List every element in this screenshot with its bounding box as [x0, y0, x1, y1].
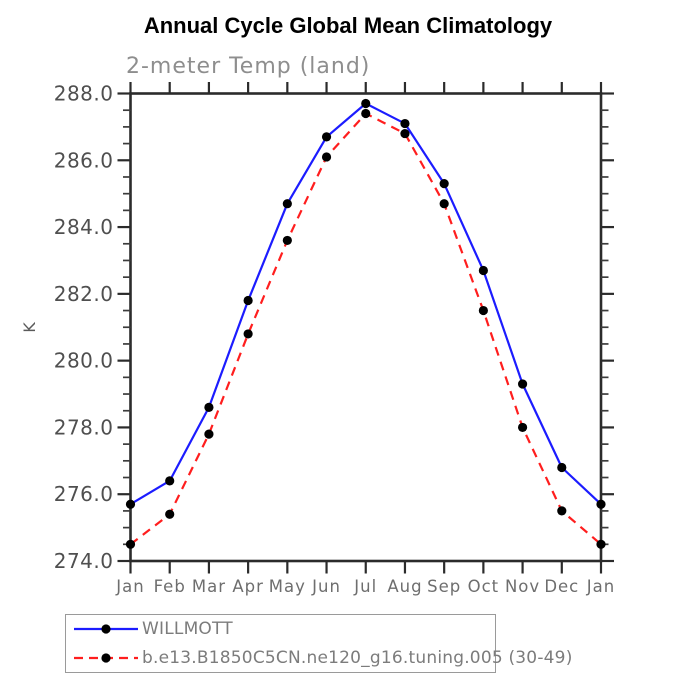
chart-subtitle: 2-meter Temp (land)	[126, 54, 371, 79]
legend-marker-dot	[101, 624, 111, 634]
data-point-marker-1	[243, 329, 253, 339]
data-point-marker-0	[439, 179, 449, 189]
legend-swatch-dashed-line	[74, 653, 138, 663]
data-point-marker-1	[204, 429, 214, 439]
legend-label-model: b.e13.B1850C5CN.ne120_g16.tuning.005 (30…	[142, 648, 573, 668]
data-point-marker-0	[165, 476, 175, 486]
plot-border	[129, 92, 603, 563]
x-tick-label: Feb	[154, 577, 186, 596]
data-point-marker-1	[596, 539, 606, 549]
data-point-marker-1	[125, 539, 136, 549]
data-point-marker-0	[361, 98, 371, 109]
y-tick-label: 276.0	[54, 482, 114, 506]
data-point-marker-0	[400, 118, 410, 129]
data-point-marker-1	[517, 422, 528, 433]
x-tick-label: Sep	[427, 577, 461, 596]
data-point-marker-0	[557, 462, 567, 473]
y-tick-label: 278.0	[54, 415, 114, 439]
data-point-marker-1	[165, 509, 175, 519]
x-tick-label: Apr	[232, 577, 264, 596]
x-tick-label: Jul	[353, 577, 377, 596]
data-point-marker-0	[243, 295, 253, 306]
legend-box: WILLMOTT b.e13.B1850C5CN.ne120_g16.tunin…	[65, 614, 572, 673]
legend-label-willmott: WILLMOTT	[142, 619, 233, 639]
y-tick-label: 274.0	[54, 549, 114, 573]
data-point-marker-0	[596, 499, 606, 509]
chart-title: Annual Cycle Global Mean Climatology	[143, 13, 553, 38]
data-point-marker-1	[478, 305, 488, 316]
x-tick-label: May	[269, 577, 306, 596]
data-point-marker-0	[282, 199, 292, 209]
y-tick-label: 284.0	[54, 215, 114, 239]
data-point-marker-0	[204, 402, 214, 412]
data-point-marker-1	[321, 152, 332, 162]
y-tick-label: 282.0	[54, 282, 114, 306]
data-point-marker-1	[557, 506, 567, 516]
data-point-marker-0	[517, 379, 528, 389]
x-tick-label: Jan	[586, 577, 615, 596]
data-point-marker-0	[125, 499, 136, 509]
data-point-marker-0	[321, 132, 332, 142]
series-line-1	[129, 112, 602, 546]
x-tick-label: Dec	[544, 577, 579, 596]
x-tick-label: Nov	[505, 577, 540, 596]
data-point-marker-1	[361, 108, 371, 119]
legend-swatch-solid-line	[74, 624, 138, 634]
series-line-0	[129, 102, 602, 506]
x-tick-label: Mar	[192, 577, 226, 596]
x-tick-label: Aug	[387, 577, 422, 596]
x-tick-label: Jan	[115, 577, 144, 596]
data-point-marker-1	[282, 235, 292, 246]
legend-item-willmott: WILLMOTT	[71, 616, 495, 642]
y-tick-label: 288.0	[54, 82, 114, 106]
data-point-marker-0	[478, 265, 488, 276]
x-tick-label: Jun	[311, 577, 341, 596]
y-tick-label: 286.0	[54, 148, 114, 172]
data-point-marker-1	[439, 199, 449, 209]
data-point-marker-1	[400, 128, 410, 139]
legend-item-model: b.e13.B1850C5CN.ne120_g16.tuning.005 (30…	[71, 645, 572, 671]
x-tick-label: Oct	[468, 577, 500, 596]
legend-marker-dot	[101, 653, 111, 663]
y-tick-label: 280.0	[54, 349, 114, 373]
